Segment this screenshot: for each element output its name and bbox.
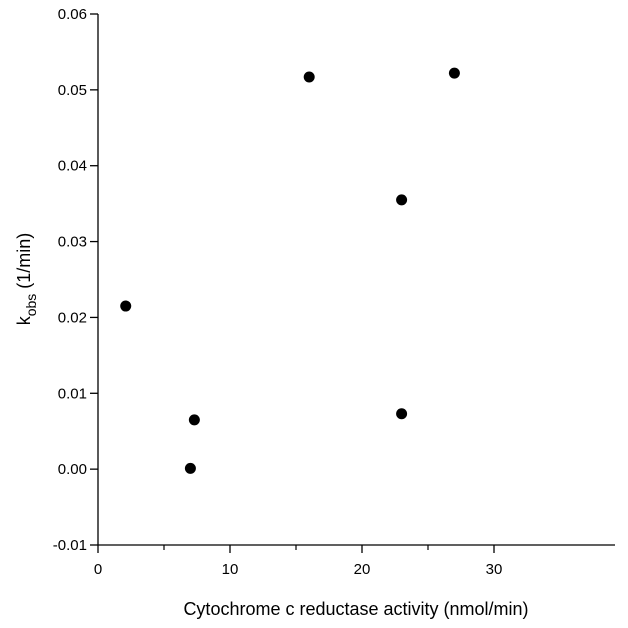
x-tick-label: 30: [486, 561, 503, 578]
data-point: [188, 414, 200, 426]
y-tick-label: 0.02: [58, 309, 87, 326]
y-tick-label: 0.04: [58, 158, 87, 175]
x-axis-title: Cytochrome c reductase activity (nmol/mi…: [183, 599, 528, 619]
data-point: [120, 300, 132, 312]
x-ticks: 0 10 20 30: [94, 545, 503, 578]
x-tick-label: 10: [222, 561, 239, 578]
axes: [97, 14, 615, 546]
y-axis-title: kobs (1/min): [14, 233, 39, 326]
data-point: [184, 462, 196, 474]
data-points: [120, 67, 460, 474]
y-axis-title-subscript: obs: [23, 294, 39, 317]
y-tick-label: 0.01: [58, 385, 87, 402]
y-axis-title-main: k: [14, 315, 34, 325]
data-point: [396, 408, 408, 420]
data-point: [396, 194, 408, 206]
data-point: [448, 67, 460, 79]
data-point: [303, 71, 315, 83]
x-tick-label: 0: [94, 561, 102, 578]
y-tick-label: 0.03: [58, 234, 87, 251]
y-tick-label: -0.01: [53, 537, 87, 554]
y-axis-title-unit: (1/min): [14, 233, 34, 294]
y-tick-label: 0.06: [58, 6, 87, 23]
y-ticks: -0.01 0.00 0.01 0.02 0.03 0.04 0.05 0.06: [53, 6, 98, 554]
y-tick-label: 0.00: [58, 461, 87, 478]
y-tick-label: 0.05: [58, 82, 87, 99]
x-tick-label: 20: [354, 561, 371, 578]
